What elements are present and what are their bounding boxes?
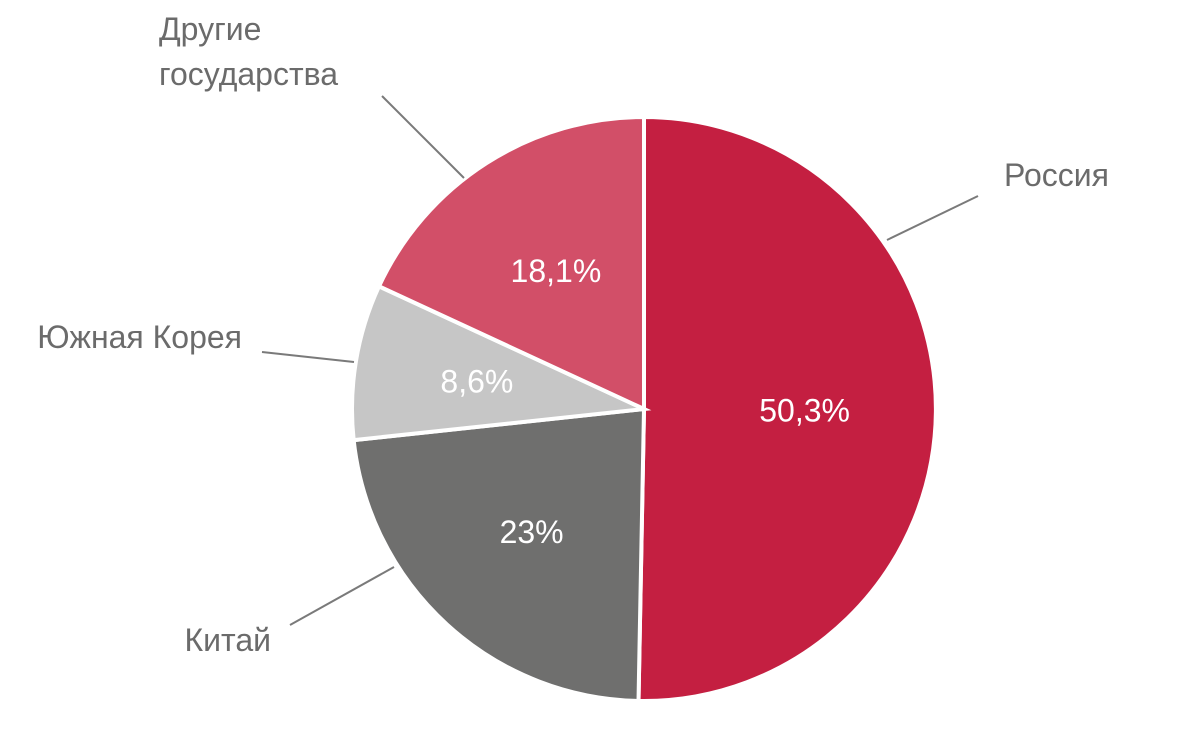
slice-другие-государства (376, 114, 646, 413)
value-label-китай: 23% (500, 514, 564, 550)
category-label-китай: Китай (185, 622, 271, 658)
slice-китай (351, 406, 647, 703)
leader-line-другие-государства (381, 95, 465, 179)
category-label-line: государства (159, 56, 338, 92)
percentage-labels: 50,3% 23% 8,6% 18,1% (440, 253, 850, 550)
value-label-южная-корея: 8,6% (440, 364, 513, 400)
leader-line-южная-корея (261, 351, 355, 363)
category-label-россия: Россия (1004, 157, 1109, 193)
slice-россия (636, 114, 938, 703)
category-labels: Россия Китай Южная Корея Другие государства (37, 11, 1109, 658)
pie-slices (350, 114, 938, 703)
category-label-другие-государства: Другие государства (159, 11, 338, 92)
leader-lines (261, 95, 979, 626)
value-label-россия: 50,3% (759, 393, 850, 429)
leader-line-китай (289, 566, 395, 626)
category-label-line: Другие (159, 11, 261, 47)
slice-южная-корея (350, 283, 652, 443)
leader-line-россия (886, 195, 979, 241)
value-label-другие-государства: 18,1% (511, 253, 602, 289)
category-label-южная-корея: Южная Корея (37, 319, 242, 355)
